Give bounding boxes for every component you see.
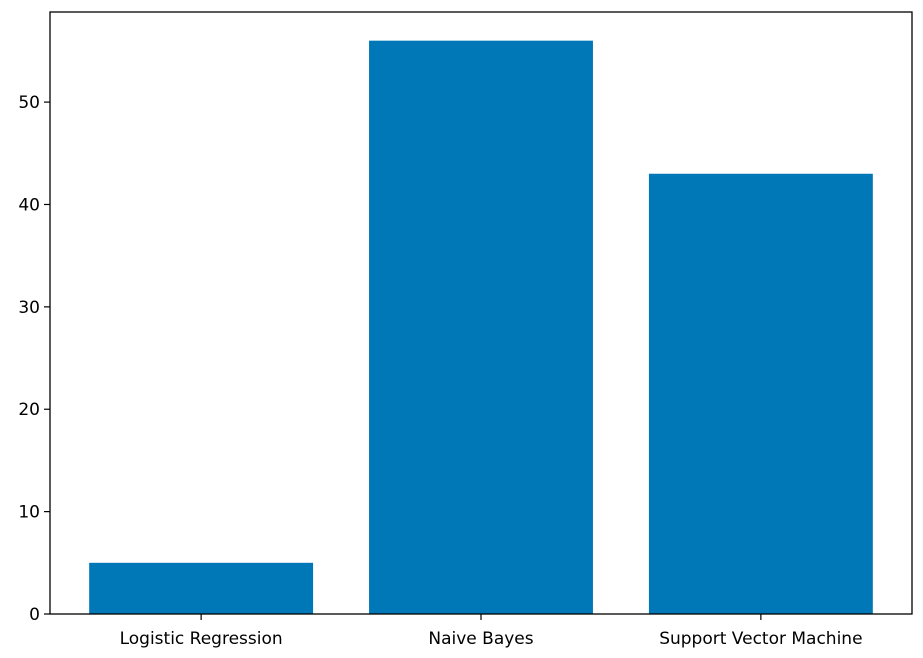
y-tick-label-3: 30	[18, 298, 40, 318]
y-tick-label-4: 40	[18, 195, 40, 215]
bar-1	[369, 40, 593, 615]
y-tick-label-0: 0	[29, 605, 40, 625]
x-tick-label-1: Naive Bayes	[428, 629, 533, 649]
bars-group	[89, 40, 873, 615]
x-tick-label-0: Logistic Regression	[120, 629, 283, 649]
y-tick-label-5: 50	[18, 93, 40, 113]
bar-0	[89, 562, 314, 614]
x-axis: Logistic Regression Naive Bayes Support Ve…	[120, 614, 863, 649]
x-tick-label-2: Support Vector Machine	[659, 629, 862, 649]
bar-2	[648, 173, 873, 614]
y-tick-label-1: 10	[18, 503, 40, 523]
y-tick-label-2: 20	[18, 400, 40, 420]
y-axis: 0 10 20 30 40 50	[18, 93, 50, 625]
